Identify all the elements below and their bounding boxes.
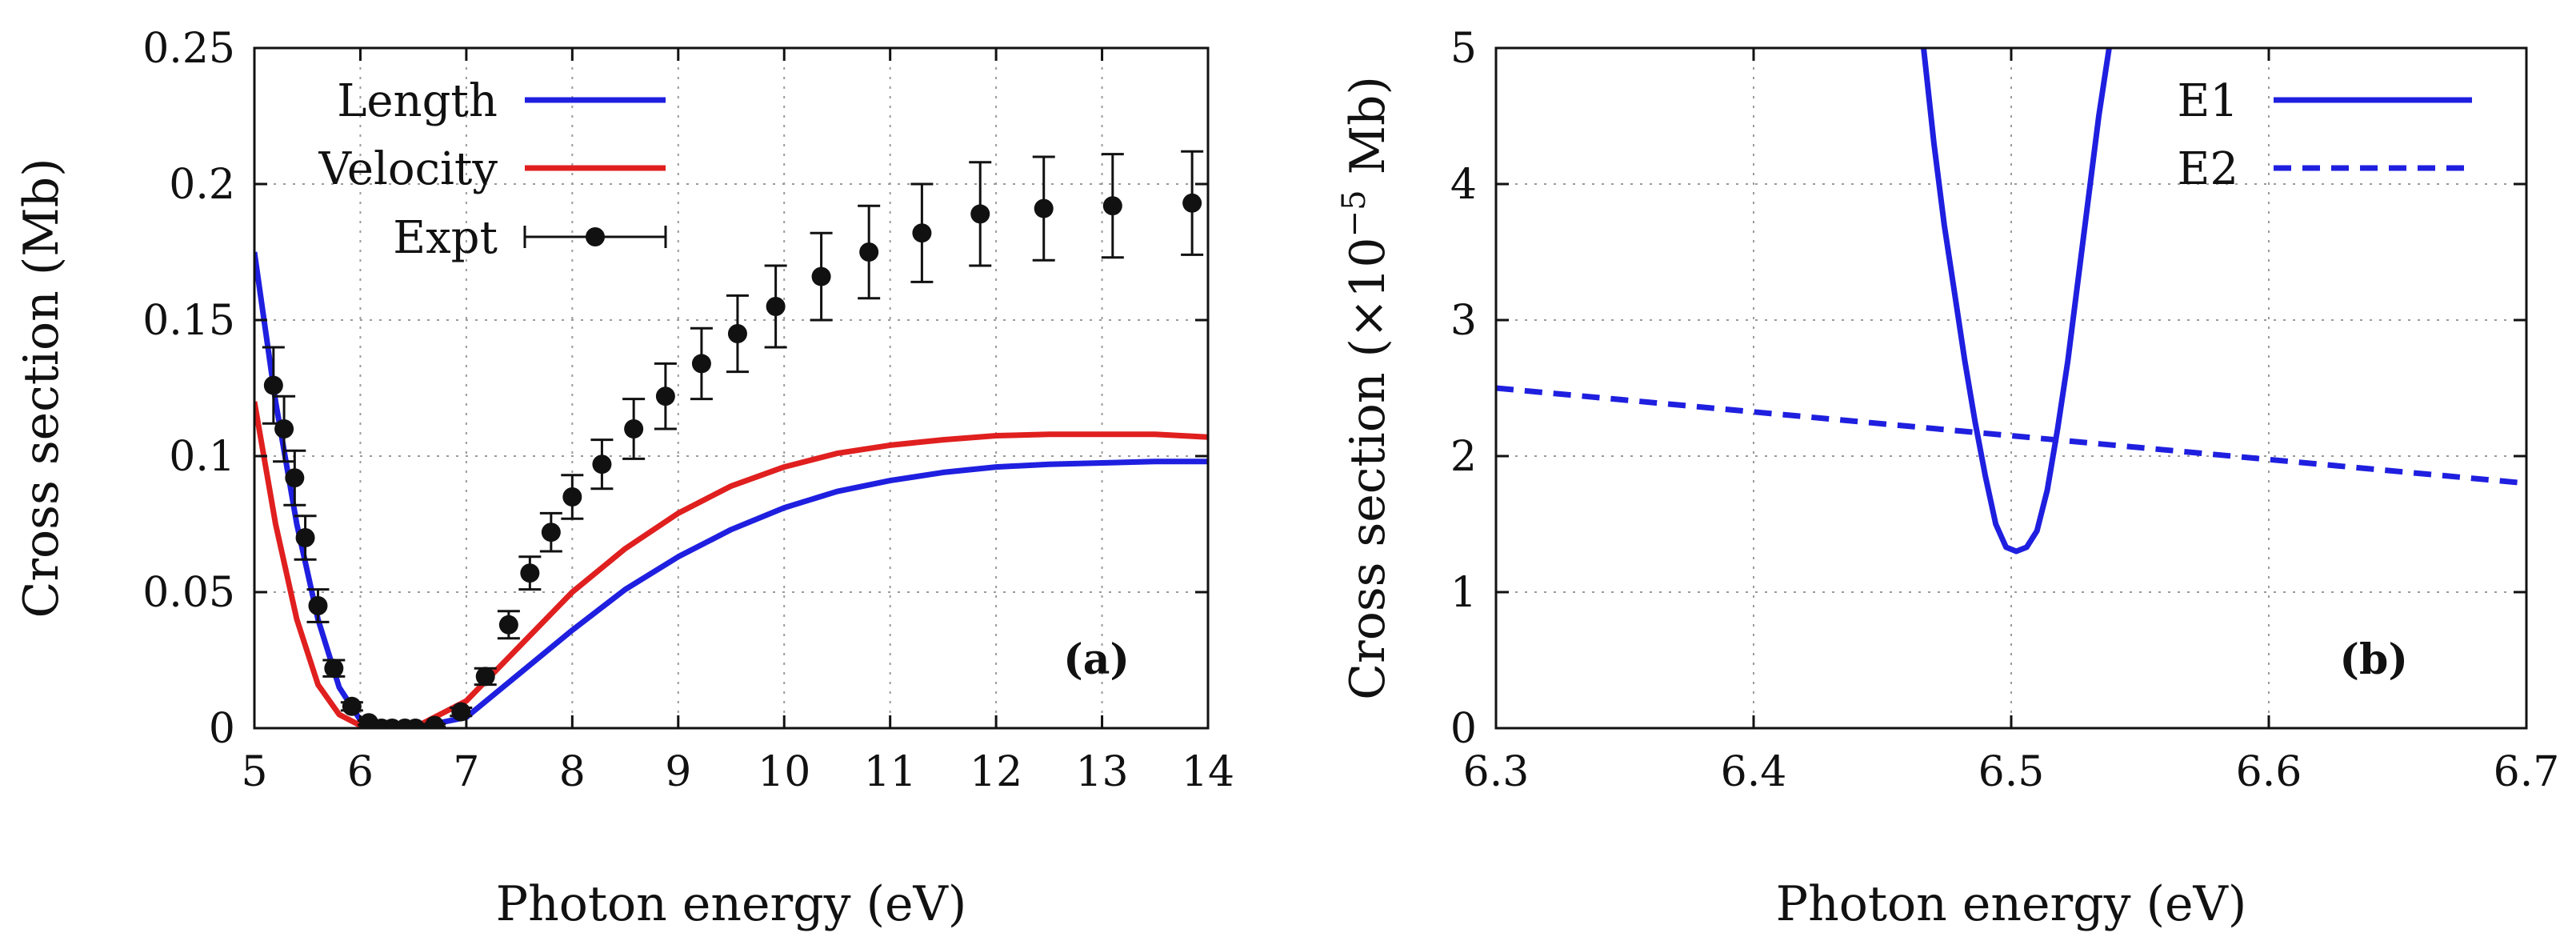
panel-a-series-expt-point bbox=[498, 615, 518, 635]
panel-b-xtick-label: 6.3 bbox=[1463, 748, 1530, 796]
panel-a-plot-area bbox=[254, 150, 1208, 728]
panel-a-series-expt-point bbox=[324, 659, 344, 679]
panel-b-ytick-label: 3 bbox=[1450, 297, 1477, 345]
panel-a-legend-length-label: Length bbox=[337, 75, 498, 127]
panel-a-series-velocity-line bbox=[254, 401, 1208, 728]
panel-b-series-e1-line bbox=[1921, 48, 2112, 555]
panel-a-xtick-label: 5 bbox=[241, 748, 267, 796]
panel-a-grid bbox=[254, 48, 1208, 728]
panel-b-legend-e2-label: E2 bbox=[2177, 143, 2238, 195]
panel-a-series-expt-point bbox=[970, 204, 990, 224]
panel-a-series-expt-point bbox=[425, 715, 445, 728]
panel-a-xtick-label: 8 bbox=[559, 748, 586, 796]
panel-a-series-expt-point bbox=[655, 386, 675, 406]
panel-a-series-expt-point bbox=[592, 454, 612, 474]
panel-b-tag: (b) bbox=[2339, 635, 2408, 684]
panel-a-xtick-label: 12 bbox=[970, 748, 1022, 796]
panel-a-xtick-label: 9 bbox=[665, 748, 691, 796]
panel-a-frame bbox=[253, 46, 1210, 730]
panel-b-series-e2-line bbox=[1496, 385, 2526, 487]
panel-a-xtick-label: 6 bbox=[347, 748, 374, 796]
panel-a-series-expt-point bbox=[520, 563, 540, 583]
panel-a-series-expt-point bbox=[295, 528, 315, 547]
panel-b-xtick-label: 6.6 bbox=[2236, 748, 2302, 796]
panel-b-ytick-label: 4 bbox=[1450, 161, 1477, 209]
panel-a-xlabel: Photon energy (eV) bbox=[496, 876, 966, 932]
panel-b: 6.3 6.4 6.5 6.6 6.7 0 1 2 3 4 5 Photon energy (eV)… bbox=[1336, 25, 2559, 932]
panel-a-series-expt-point bbox=[342, 696, 362, 716]
panel-b-ylabel-exponent: −5 bbox=[1336, 190, 1373, 237]
panel-a-xtick-label: 14 bbox=[1182, 748, 1234, 796]
panel-b-ylabel: Cross section (×10−5 Mb) bbox=[1336, 76, 1396, 700]
panel-a-ytick-label: 0 bbox=[209, 705, 235, 753]
panel-a-ytick-label: 0.15 bbox=[142, 297, 235, 345]
panel-a-ytick-label: 0.2 bbox=[169, 161, 235, 209]
panel-a-xtick-label: 10 bbox=[758, 748, 810, 796]
panel-b-plot-area bbox=[1496, 48, 2526, 555]
panel-b-xtick-label: 6.5 bbox=[1978, 748, 2045, 796]
panel-a-series-expt-point bbox=[766, 297, 786, 316]
panel-a-tag: (a) bbox=[1063, 635, 1130, 684]
panel-b-xtick-label: 6.7 bbox=[2494, 748, 2560, 796]
panel-a-xtick-label: 13 bbox=[1075, 748, 1128, 796]
panel-a-series-expt-point bbox=[274, 419, 294, 438]
panel-a-series-expt-point bbox=[1034, 198, 1054, 218]
panel-b-xtick-label: 6.4 bbox=[1721, 748, 1787, 796]
panel-a-series-expt-point bbox=[263, 375, 283, 395]
panel-a-ytick-label: 0.25 bbox=[142, 25, 235, 73]
panel-b-ylabel-suffix: Mb) bbox=[1340, 76, 1396, 190]
panel-a-series-expt-point bbox=[541, 523, 561, 543]
panel-a-series-expt-point bbox=[691, 354, 711, 374]
panel-b-ytick-label: 0 bbox=[1450, 705, 1477, 753]
panel-a-ticks: 5 6 7 8 9 10 11 12 13 14 0 0.05 0.1 0.15 0.2 0.25 bbox=[142, 25, 1234, 796]
panel-a-series-expt bbox=[262, 150, 1204, 728]
panel-a-series-expt-point bbox=[811, 266, 831, 286]
panel-a-series-expt-point bbox=[859, 242, 879, 262]
panel-a-series-expt-point bbox=[308, 596, 328, 615]
panel-a-xtick-label: 7 bbox=[453, 748, 479, 796]
panel-b-ticks: 6.3 6.4 6.5 6.6 6.7 0 1 2 3 4 5 bbox=[1450, 25, 2559, 796]
panel-b-ytick-label: 2 bbox=[1450, 433, 1477, 481]
panel-a-series-expt-point bbox=[451, 702, 471, 722]
panel-b-ytick-label: 1 bbox=[1450, 569, 1477, 617]
panel-a-ytick-label: 0.1 bbox=[169, 433, 235, 481]
panel-b-ytick-label: 5 bbox=[1450, 25, 1477, 73]
panel-a-series-expt-point bbox=[1102, 196, 1122, 216]
panel-a: 5 6 7 8 9 10 11 12 13 14 0 0.05 0.1 0.15 0.2 0.25 Photo… bbox=[14, 25, 1234, 932]
panel-a-legend-expt-label: Expt bbox=[393, 212, 498, 264]
panel-a-series-expt-point bbox=[727, 324, 747, 343]
panel-a-ytick-label: 0.05 bbox=[142, 569, 235, 617]
panel-a-series-expt-point bbox=[475, 667, 495, 687]
panel-a-ylabel: Cross section (Mb) bbox=[14, 158, 70, 618]
panel-a-legend-expt-swatch-point bbox=[586, 227, 605, 246]
panel-b-grid bbox=[1496, 48, 2526, 728]
panel-a-legend: Length Velocity Expt bbox=[318, 75, 667, 264]
panel-a-legend-velocity-label: Velocity bbox=[318, 143, 498, 195]
panel-a-series bbox=[254, 150, 1208, 728]
panel-a-series-expt-point bbox=[562, 487, 582, 507]
panel-b-ylabel-prefix: Cross section (×10 bbox=[1340, 237, 1396, 699]
panel-a-series-expt-point bbox=[1182, 193, 1202, 213]
panel-b-legend-e1-label: E1 bbox=[2177, 75, 2238, 127]
panel-b-xlabel: Photon energy (eV) bbox=[1776, 876, 2246, 932]
panel-a-series-expt-point bbox=[912, 223, 932, 243]
panel-a-series-expt-point bbox=[406, 719, 426, 728]
panel-a-xtick-label: 11 bbox=[864, 748, 917, 796]
panel-a-series-expt-point bbox=[285, 468, 305, 488]
panel-a-series-expt-point bbox=[624, 419, 644, 438]
panel-b-series bbox=[1496, 48, 2526, 555]
